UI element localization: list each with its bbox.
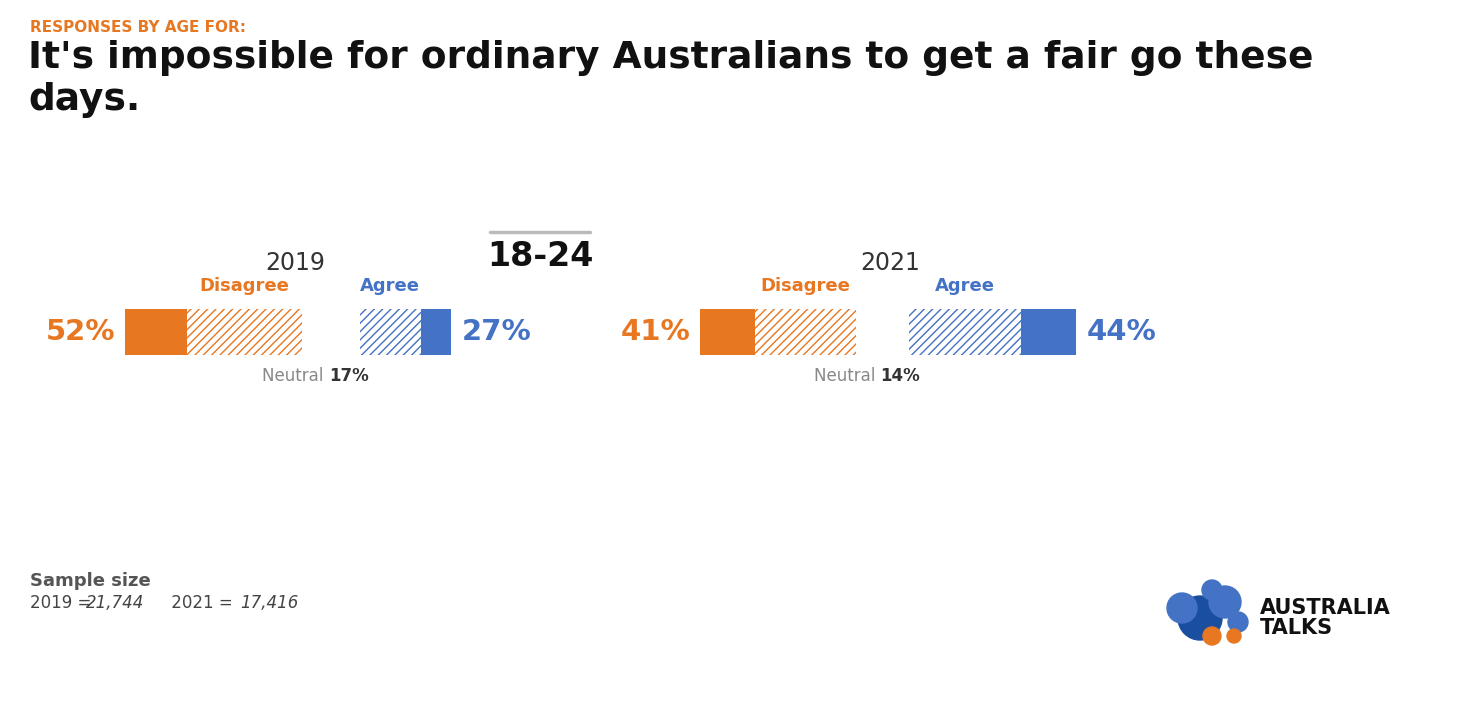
Bar <box>909 309 1022 355</box>
Text: TALKS: TALKS <box>1260 618 1333 638</box>
Text: RESPONSES BY AGE FOR:: RESPONSES BY AGE FOR: <box>29 20 247 35</box>
Text: 27%: 27% <box>461 318 531 346</box>
Text: 41%: 41% <box>621 318 690 346</box>
Text: Agree: Agree <box>360 277 420 295</box>
Circle shape <box>1202 580 1221 600</box>
Bar <box>1022 309 1076 355</box>
Circle shape <box>1167 593 1196 623</box>
Circle shape <box>1227 629 1240 643</box>
Bar <box>125 309 186 355</box>
Bar <box>700 309 755 355</box>
Bar <box>755 309 856 355</box>
Text: Disagree: Disagree <box>200 277 289 295</box>
Circle shape <box>1202 627 1221 645</box>
Text: 21,744: 21,744 <box>87 594 144 612</box>
Text: AUSTRALIA: AUSTRALIA <box>1260 598 1390 618</box>
Text: Neutral: Neutral <box>263 367 329 385</box>
Text: It's impossible for ordinary Australians to get a fair go these
days.: It's impossible for ordinary Australians… <box>28 40 1314 117</box>
Text: Agree: Agree <box>935 277 995 295</box>
Bar <box>755 309 856 355</box>
Text: 14%: 14% <box>881 367 920 385</box>
Text: 52%: 52% <box>46 318 115 346</box>
Bar <box>421 309 451 355</box>
Text: 44%: 44% <box>1086 318 1155 346</box>
Text: Sample size: Sample size <box>29 572 151 590</box>
Bar <box>360 309 421 355</box>
Text: Neutral: Neutral <box>813 367 881 385</box>
Bar <box>909 309 1022 355</box>
Text: 2021 =: 2021 = <box>166 594 238 612</box>
Bar <box>186 309 302 355</box>
Text: 18-24: 18-24 <box>487 240 593 273</box>
Text: Disagree: Disagree <box>760 277 850 295</box>
Bar <box>186 309 302 355</box>
Text: 17%: 17% <box>329 367 368 385</box>
Circle shape <box>1229 612 1248 632</box>
Text: 2019: 2019 <box>266 251 324 275</box>
Bar <box>360 309 421 355</box>
Text: 2019 =: 2019 = <box>29 594 97 612</box>
Circle shape <box>1177 596 1221 640</box>
Circle shape <box>1210 586 1240 618</box>
Text: 2021: 2021 <box>860 251 920 275</box>
Text: 17,416: 17,416 <box>239 594 298 612</box>
